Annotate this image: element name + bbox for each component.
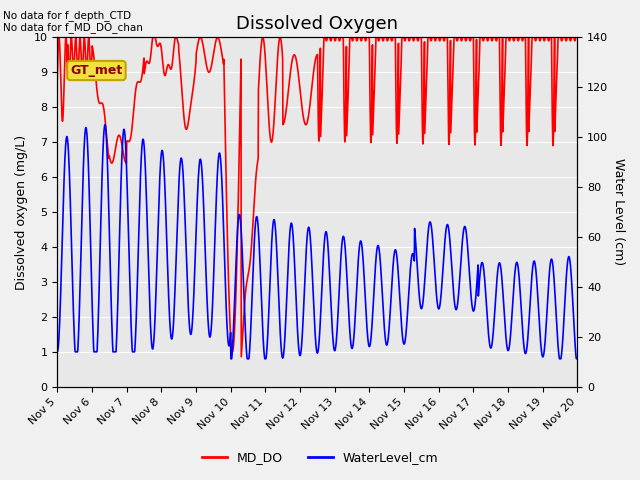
WaterLevel_cm — [559, 334, 567, 340]
WaterLevel_cm — [293, 316, 301, 322]
WaterLevel_cm — [80, 152, 88, 157]
MD_DO — [573, 33, 581, 38]
WaterLevel_cm — [101, 122, 109, 128]
Line: MD_DO: MD_DO — [57, 36, 577, 357]
WaterLevel_cm — [573, 356, 581, 362]
WaterLevel_cm — [559, 338, 566, 344]
MD_DO — [307, 97, 314, 103]
Text: No data for f_depth_CTD
No data for f_MD_DO_chan: No data for f_depth_CTD No data for f_MD… — [3, 10, 143, 33]
MD_DO — [293, 60, 301, 65]
Y-axis label: Dissolved oxygen (mg/L): Dissolved oxygen (mg/L) — [15, 134, 28, 289]
MD_DO — [53, 76, 61, 82]
MD_DO — [559, 34, 567, 40]
WaterLevel_cm — [53, 349, 61, 355]
Line: WaterLevel_cm: WaterLevel_cm — [57, 125, 577, 359]
WaterLevel_cm — [307, 241, 315, 247]
MD_DO — [463, 33, 471, 38]
Legend: MD_DO, WaterLevel_cm: MD_DO, WaterLevel_cm — [196, 446, 444, 469]
WaterLevel_cm — [227, 356, 235, 362]
MD_DO — [237, 354, 245, 360]
Y-axis label: Water Level (cm): Water Level (cm) — [612, 158, 625, 265]
MD_DO — [559, 35, 566, 41]
MD_DO — [320, 33, 328, 38]
Text: GT_met: GT_met — [70, 64, 122, 77]
WaterLevel_cm — [463, 241, 471, 247]
MD_DO — [80, 40, 88, 46]
Title: Dissolved Oxygen: Dissolved Oxygen — [236, 15, 398, 33]
